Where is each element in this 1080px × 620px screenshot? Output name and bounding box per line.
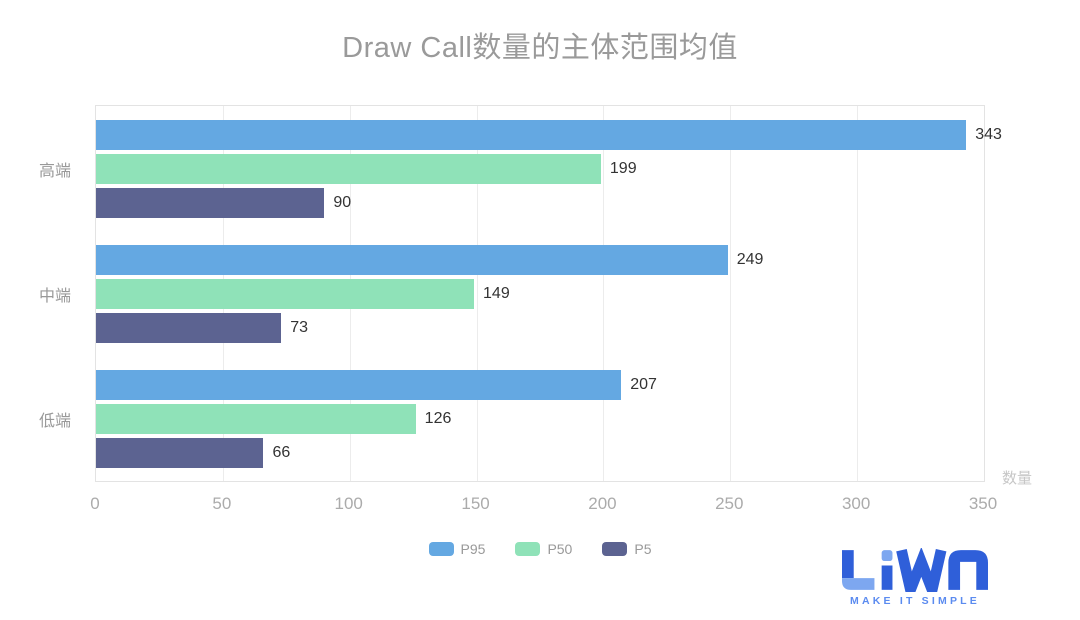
bar-row: 207: [96, 369, 984, 400]
bar-value-label: 207: [630, 375, 657, 393]
bar-row: 343: [96, 119, 1002, 150]
bar-P50-低端: [96, 403, 416, 434]
logo-tagline: MAKE IT SIMPLE: [850, 595, 980, 607]
bar-P5-中端: [96, 312, 282, 343]
bar-row: 126: [96, 403, 984, 434]
liwa-logo-letters: [842, 548, 988, 592]
bar-value-label: 73: [290, 318, 308, 336]
bar-value-label: 126: [424, 409, 452, 427]
legend-item-P50: P50: [515, 541, 572, 557]
bar-row: 73: [96, 312, 984, 343]
bar-value-label: 249: [736, 250, 764, 268]
x-tick-label: 50: [212, 494, 232, 513]
liwa-logo: MAKE IT SIMPLE: [840, 548, 990, 607]
logo-letter-a: [948, 550, 988, 590]
logo-letter-l-stem: [842, 550, 854, 579]
bar-row: 249: [96, 244, 984, 275]
bar-row: 199: [96, 153, 984, 184]
legend: P95 P50 P5: [0, 541, 1080, 557]
bar-value-label: 90: [333, 193, 352, 211]
legend-item-P95: P95: [428, 541, 486, 557]
logo-letter-l-foot: [842, 578, 875, 590]
gridline: [730, 106, 732, 481]
gridline: [476, 106, 478, 481]
x-tick-label: 250: [715, 494, 744, 513]
bar-P50-高端: [96, 153, 601, 184]
plot-area: 343 199 90 249 149 73 207 126 66: [95, 105, 1002, 482]
x-tick-label: 0: [90, 494, 100, 513]
y-axis-category-labels: 高端 中端 低端: [0, 105, 83, 482]
logo-letter-w: [896, 548, 947, 592]
legend-item-P5: P5: [602, 541, 651, 557]
bar-row: 66: [96, 437, 984, 468]
category-label: 高端: [38, 162, 71, 180]
bar-P95-中端: [96, 244, 728, 275]
legend-label: P5: [634, 541, 652, 557]
x-tick-label: 300: [841, 494, 871, 513]
gridline: [603, 106, 605, 481]
x-tick-label: 150: [461, 494, 490, 513]
logo-letter-i-stem: [881, 565, 893, 590]
legend-label: P50: [547, 541, 573, 557]
bar-P5-低端: [96, 437, 264, 468]
x-tick-label: 100: [334, 494, 363, 513]
category-label: 低端: [38, 412, 71, 430]
bar-value-label: 149: [483, 284, 510, 302]
logo-letter-i-dot: [881, 550, 893, 561]
x-axis-name: 数量: [1002, 470, 1033, 487]
bar-value-label: 199: [609, 159, 637, 177]
bar-value-label: 343: [975, 125, 1002, 143]
x-axis-tick-labels: 0 50 100 150 200 250 300 350: [90, 494, 997, 518]
chart-title: Draw Call数量的主体范围均值: [342, 32, 738, 64]
legend-swatch-P95: [428, 542, 454, 556]
bar-value-label: 66: [272, 443, 291, 461]
category-label: 中端: [38, 287, 71, 305]
x-tick-label: 200: [588, 494, 617, 513]
legend-swatch-P50: [515, 542, 541, 556]
bar-row: 90: [96, 187, 984, 218]
legend-label: P95: [460, 541, 486, 557]
gridline: [857, 106, 859, 481]
legend-swatch-P5: [602, 542, 628, 556]
x-tick-label: 350: [968, 494, 998, 513]
bar-P95-高端: [96, 119, 967, 150]
bar-P50-中端: [96, 278, 475, 309]
bar-P95-低端: [96, 369, 622, 400]
bar-row: 149: [96, 278, 984, 309]
bar-P5-高端: [96, 187, 325, 218]
